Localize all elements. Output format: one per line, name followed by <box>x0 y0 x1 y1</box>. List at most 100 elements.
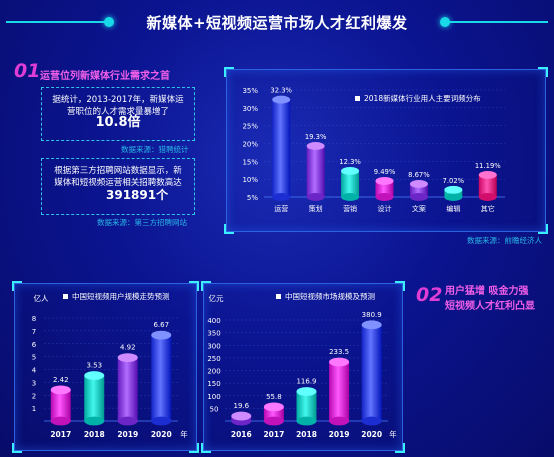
chart3-bar-base <box>263 416 284 426</box>
chart1-corner-tl <box>224 67 234 77</box>
info-box-jobs: 根据第三方招聘网站数据显示，新媒体和短视频运营相关招聘数高达 391891个 <box>41 158 195 215</box>
chart1-bar-body <box>341 170 360 197</box>
chart1-bar-top <box>306 142 325 150</box>
chart1-bar <box>478 170 497 201</box>
chart2-legend-label: 中国短视频用户规模走势预测 <box>72 291 170 301</box>
title-left-dot <box>104 17 114 27</box>
chart2-ytick-label: 6 <box>32 341 37 349</box>
chart2-value-label: 2.42 <box>53 376 69 384</box>
chart3-value-label: 116.9 <box>296 377 316 385</box>
chart1-bar-body <box>306 145 325 197</box>
chart2-value-label: 6.67 <box>153 321 169 329</box>
chart3-bar <box>361 320 382 426</box>
chart2-corner-tl <box>12 281 22 291</box>
chart2-corner-bl <box>12 443 22 453</box>
chart3-bar-body <box>361 324 382 421</box>
chart2-ytick-label: 1 <box>32 405 36 413</box>
chart1-ytick-label: 25% <box>242 123 258 131</box>
chart3-xtick-label: 2017 <box>263 430 284 439</box>
chart2-legend-swatch <box>63 294 68 299</box>
chart2-value-label: 3.53 <box>86 362 102 370</box>
chart2-y-unit: 亿人 <box>34 293 49 303</box>
page-title: 新媒体+短视频运营市场人才红利爆发 <box>146 14 408 32</box>
section2-number: 02 <box>416 284 443 306</box>
chart2-bar-body <box>84 375 105 421</box>
chart3-legend-label: 中国短视频市场规模及预测 <box>285 291 375 301</box>
chart2-bar-base <box>151 416 172 426</box>
chart1-xtick-label: 其它 <box>481 204 495 213</box>
chart1-ytick-label: 10% <box>242 176 258 184</box>
chart1-bar-top <box>375 177 394 185</box>
chart2-bar <box>151 330 172 426</box>
chart1-value-label: 9.49% <box>374 168 396 176</box>
chart2-bar-body <box>117 357 138 421</box>
info-box-growth-text: 据统计，2013-2017年，新媒体运营职位的人才需求量暴增了 <box>52 95 184 117</box>
chart3-xtick-label: 2016 <box>231 430 252 439</box>
chart1-bar-body <box>375 180 394 197</box>
chart1-value-label: 8.67% <box>408 171 430 179</box>
chart2-bar-top <box>117 353 138 363</box>
chart3-y-unit: 亿元 <box>209 293 224 303</box>
chart1-bar-base <box>375 193 394 201</box>
chart1-bar-base <box>409 193 428 201</box>
info-box-growth-source: 数据来源：猎聘统计 <box>121 145 189 154</box>
chart3-x-unit: 年 <box>389 429 397 439</box>
title-right-line <box>448 21 548 23</box>
chart3-corner-tl <box>201 281 211 291</box>
chart3-panel <box>203 283 403 451</box>
chart1-bar-body <box>478 174 497 197</box>
chart2-ytick-label: 4 <box>32 367 37 375</box>
chart1-xtick-label: 文案 <box>412 204 426 213</box>
chart3-ytick-label: 50 <box>210 405 219 413</box>
chart2-ytick-label: 7 <box>32 328 36 336</box>
chart3-xtick-label: 2019 <box>329 430 350 439</box>
chart3-bar-base <box>361 416 382 426</box>
chart3-bar <box>296 387 317 426</box>
chart1-xtick-label: 编辑 <box>446 204 460 213</box>
chart3-bar <box>263 402 284 426</box>
chart2-bar <box>117 353 138 426</box>
chart3-corner-tr <box>395 281 405 291</box>
chart2-bar-top <box>50 385 71 395</box>
chart3-xtick-label: 2018 <box>296 430 317 439</box>
chart1-ytick-label: 30% <box>242 105 258 113</box>
chart1-ytick-label: 35% <box>242 87 258 95</box>
chart3-bar-top <box>296 387 317 396</box>
chart2-xtick-label: 2018 <box>84 430 105 439</box>
chart1-value-label: 19.3% <box>305 133 327 141</box>
chart3-bar <box>231 411 252 426</box>
chart2-bar <box>50 385 71 426</box>
chart3-bar-body <box>296 391 317 421</box>
chart2-ytick-label: 8 <box>32 315 36 323</box>
chart1-bar-base <box>272 193 291 201</box>
chart3-bar-base <box>329 416 350 426</box>
chart1-bar <box>375 177 394 201</box>
chart1-bar <box>306 142 325 201</box>
chart3-value-label: 19.6 <box>234 402 250 410</box>
chart1-legend-label: 2018新媒体行业用人主要词频分布 <box>364 93 481 103</box>
chart2-corner-tr <box>189 281 199 291</box>
chart1-value-label: 7.02% <box>443 177 465 185</box>
chart2-bar-base <box>117 416 138 426</box>
chart1-xtick-label: 策划 <box>309 204 323 213</box>
chart1-bar <box>444 185 463 201</box>
chart3-ytick-label: 350 <box>207 330 220 338</box>
chart1-ytick-label: 5% <box>247 194 258 202</box>
chart3-ytick-label: 300 <box>207 342 220 350</box>
chart3-bar-base <box>296 416 317 426</box>
chart3-xtick-label: 2020 <box>361 430 382 439</box>
chart1-bar-base <box>306 193 325 201</box>
chart1-xtick-label: 设计 <box>378 204 392 213</box>
chart1-bar-base <box>478 193 497 201</box>
chart1-bar-top <box>272 95 291 104</box>
chart1-panel <box>226 69 546 232</box>
chart1-bar-body <box>272 99 291 197</box>
chart1-bar <box>272 95 291 201</box>
chart1-xtick-label: 营销 <box>343 204 357 213</box>
chart3-ytick-label: 100 <box>207 393 220 401</box>
chart3-value-label: 55.8 <box>266 393 282 401</box>
chart2-xtick-label: 2017 <box>50 430 71 439</box>
chart1-value-label: 12.3% <box>339 158 361 166</box>
chart3-corner-br <box>395 443 405 453</box>
